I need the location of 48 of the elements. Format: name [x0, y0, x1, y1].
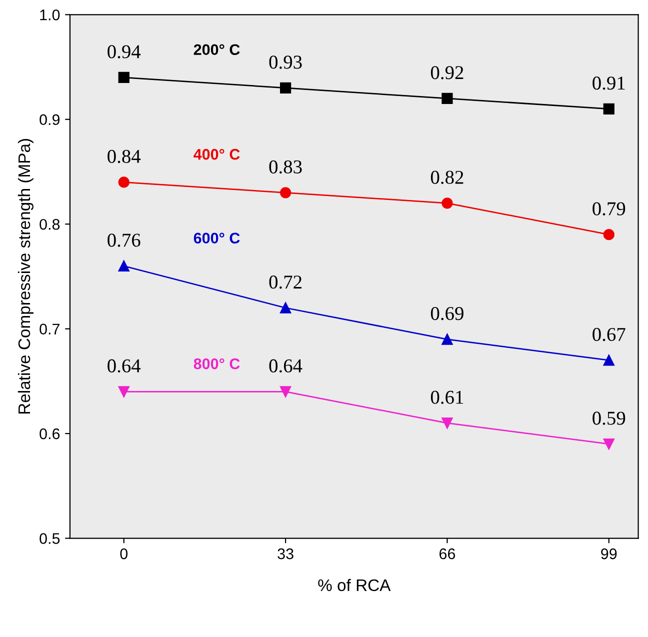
- data-label: 0.76: [108, 234, 140, 247]
- point: [280, 302, 292, 314]
- point: [603, 354, 614, 366]
- point: [603, 438, 614, 450]
- y-tick-label: 1.0: [40, 10, 60, 20]
- series-label: 400° C: [194, 148, 240, 160]
- data-label: 0.92: [430, 66, 464, 80]
- point: [442, 198, 453, 209]
- point: [603, 229, 614, 240]
- series-label: 200° C: [194, 44, 240, 56]
- series-label: 800° C: [194, 358, 240, 370]
- point: [118, 386, 130, 398]
- point: [118, 72, 130, 84]
- data-label: 0.72: [269, 276, 302, 289]
- data-label: 0.84: [108, 150, 141, 164]
- data-label: 0.79: [592, 202, 626, 216]
- x-axis-title: % of RCA: [318, 578, 391, 592]
- point: [442, 334, 453, 345]
- data-label: 0.83: [269, 160, 302, 174]
- point: [442, 92, 453, 104]
- point: [603, 103, 614, 114]
- y-tick-label: 0.7: [40, 324, 60, 335]
- point: [118, 176, 130, 188]
- x-tick-label: 99: [601, 548, 617, 560]
- data-label: 0.61: [430, 390, 464, 404]
- point: [280, 386, 292, 398]
- x-tick-label: 33: [278, 548, 294, 560]
- x-tick-label: 0: [120, 548, 128, 560]
- data-label: 0.64: [108, 359, 141, 373]
- text: 600° C: [194, 232, 240, 244]
- data-label: 0.93: [269, 56, 302, 69]
- point: [280, 187, 292, 198]
- data-label: 0.64: [269, 359, 302, 373]
- data-label: 0.91: [592, 76, 625, 90]
- point: [118, 260, 130, 272]
- data-label: 0.82: [430, 170, 464, 184]
- point: [280, 82, 292, 94]
- data-label: 0.67: [592, 328, 626, 342]
- y-tick-label: 0.9: [40, 114, 60, 126]
- y-tick-label: 0.5: [40, 533, 60, 544]
- y-axis-title: Relative Compressive strength (MPa): [18, 139, 34, 414]
- x-tick-label: 66: [439, 548, 456, 560]
- point: [442, 418, 453, 429]
- data-label: 0.69: [430, 306, 464, 320]
- y-tick-label: 0.8: [40, 218, 60, 230]
- data-label: 0.94: [108, 45, 141, 58]
- y-tick-label: 0.6: [40, 428, 60, 440]
- data-label: 0.59: [592, 412, 626, 425]
